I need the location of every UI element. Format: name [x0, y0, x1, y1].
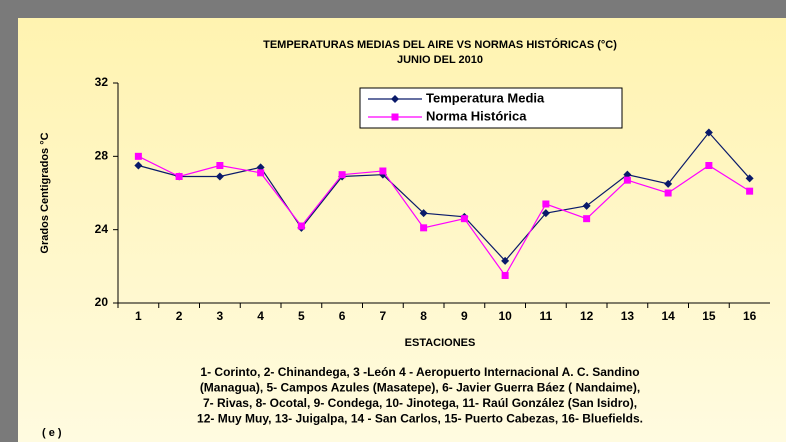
- x-tick-label: 13: [621, 309, 635, 323]
- x-tick-label: 10: [498, 309, 512, 323]
- note: 7- Rivas, 8- Ocotal, 9- Condega, 10- Jin…: [203, 396, 637, 410]
- series-line: [138, 131, 751, 262]
- point: [257, 169, 265, 177]
- x-tick-label: 5: [298, 309, 305, 323]
- chart-subtitle: JUNIO DEL 2010: [397, 54, 483, 66]
- point: [175, 173, 183, 180]
- y-tick-label: 20: [95, 295, 109, 309]
- legend-label: Temperatura Media: [426, 90, 545, 105]
- point: [623, 176, 631, 184]
- x-axis-label: ESTACIONES: [405, 337, 476, 349]
- y-tick-label: 24: [95, 222, 109, 236]
- point: [460, 215, 468, 223]
- x-tick-label: 6: [339, 309, 346, 323]
- x-tick-label: 16: [743, 309, 757, 323]
- point: [216, 162, 224, 169]
- y-axis-label: Grados Centigrados °C: [39, 132, 51, 253]
- point: [420, 224, 428, 232]
- point: [391, 113, 399, 121]
- point: [134, 161, 143, 170]
- x-tick-label: 7: [380, 309, 387, 323]
- point: [664, 189, 672, 197]
- x-tick-label: 9: [461, 309, 468, 323]
- point: [745, 174, 754, 183]
- point: [379, 167, 387, 175]
- x-tick-label: 1: [135, 309, 142, 323]
- point: [501, 272, 509, 279]
- point: [338, 171, 346, 179]
- x-tick-label: 8: [420, 309, 427, 323]
- point: [297, 222, 305, 230]
- note: (Managua), 5- Campos Azules (Masatepe), …: [200, 381, 640, 395]
- point: [215, 172, 224, 181]
- series-line: [138, 155, 750, 277]
- x-tick-label: 2: [176, 309, 183, 323]
- y-tick-label: 28: [95, 149, 109, 163]
- note: 1- Corinto, 2- Chinandega, 3 -León 4 - A…: [200, 365, 639, 379]
- chart-title: TEMPERATURAS MEDIAS DEL AIRE VS NORMAS H…: [263, 38, 617, 51]
- point: [582, 201, 591, 210]
- legend-box: [359, 87, 623, 129]
- point: [501, 256, 510, 265]
- point: [664, 179, 673, 188]
- point: [134, 152, 142, 160]
- point: [391, 95, 399, 103]
- note: 12- Muy Muy, 13- Juigalpa, 14 - San Carl…: [197, 412, 643, 426]
- point: [704, 128, 713, 137]
- x-tick-label: 15: [702, 309, 716, 323]
- legend-label: Norma Histórica: [426, 108, 527, 123]
- point: [541, 209, 550, 218]
- x-tick-label: 4: [257, 309, 264, 323]
- point: [583, 215, 591, 223]
- point: [705, 162, 713, 169]
- source: ( e ): [42, 427, 62, 439]
- point: [542, 200, 550, 208]
- point: [746, 187, 754, 195]
- x-tick-label: 12: [580, 309, 594, 323]
- y-tick-label: 32: [95, 75, 109, 89]
- x-tick-label: 3: [217, 309, 224, 323]
- x-tick-label: 14: [661, 309, 675, 323]
- point: [419, 209, 428, 218]
- x-tick-label: 11: [540, 309, 553, 323]
